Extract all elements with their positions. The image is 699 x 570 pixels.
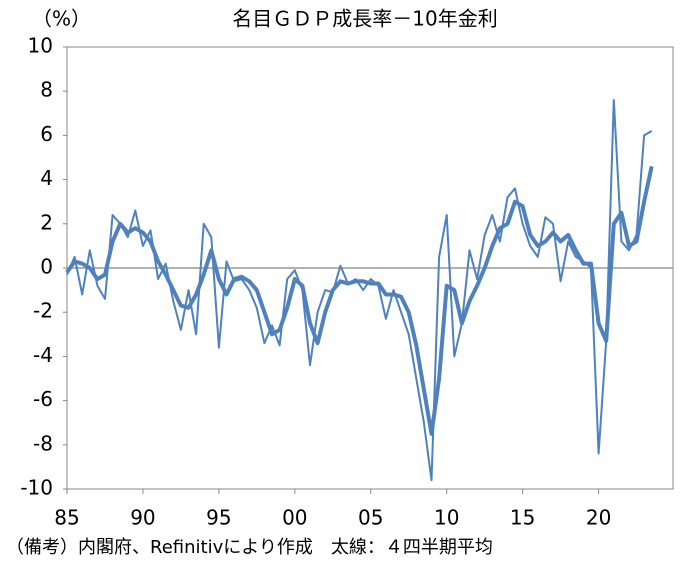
x-tick-label: 95 bbox=[206, 506, 231, 530]
y-tick-label: -6 bbox=[33, 387, 53, 411]
series-line bbox=[65, 165, 654, 436]
x-tick-label: 85 bbox=[54, 506, 79, 530]
x-tick-label: 20 bbox=[586, 506, 611, 530]
y-tick-label: 4 bbox=[40, 166, 53, 190]
series-line bbox=[66, 99, 653, 482]
y-tick-label: 10 bbox=[28, 34, 53, 58]
y-tick-label: -10 bbox=[20, 476, 53, 500]
y-tick-label: -2 bbox=[33, 299, 53, 323]
x-tick-label: 05 bbox=[358, 506, 383, 530]
x-tick-label: 15 bbox=[510, 506, 535, 530]
x-tick-label: 00 bbox=[282, 506, 307, 530]
note: （備考）内閣府、Refinitivにより作成 太線：４四半期平均 bbox=[6, 537, 493, 558]
x-tick-label: 10 bbox=[434, 506, 459, 530]
y-tick-label: 2 bbox=[40, 210, 53, 234]
y-tick-label: -4 bbox=[33, 343, 53, 367]
y-tick-label: -8 bbox=[33, 431, 53, 455]
y-tick-label: 0 bbox=[40, 255, 53, 279]
y-unit: （%） bbox=[32, 7, 91, 31]
chart-title: 名目ＧＤＰ成長率－10年金利 bbox=[232, 7, 497, 31]
y-tick-label: 8 bbox=[40, 78, 53, 102]
x-tick-label: 90 bbox=[130, 506, 155, 530]
y-tick-label: 6 bbox=[40, 122, 53, 146]
